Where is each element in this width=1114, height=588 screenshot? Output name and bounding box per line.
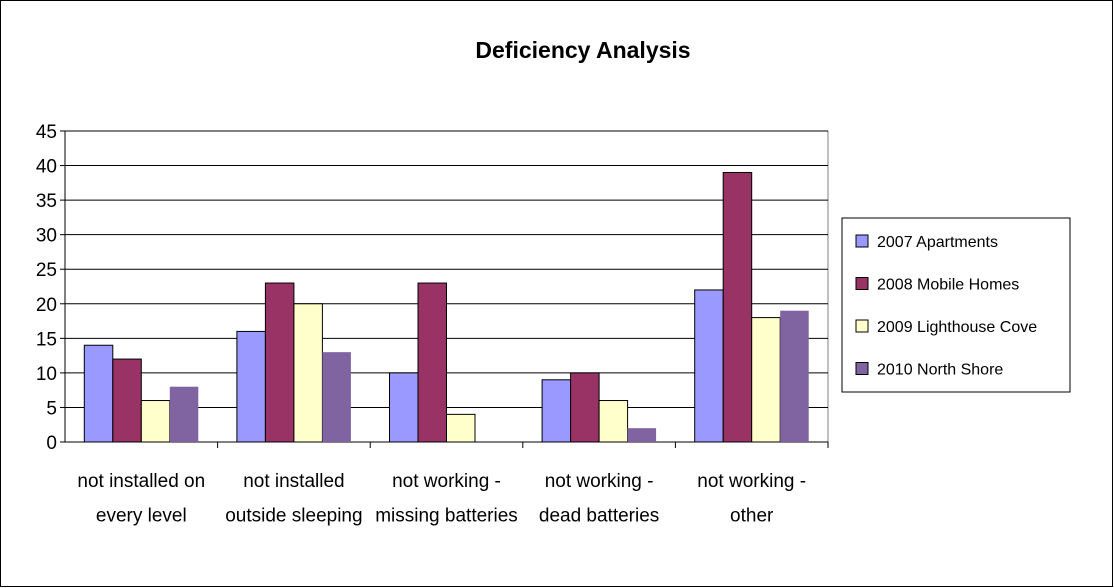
y-tick-label: 5	[46, 398, 57, 419]
y-tick-label: 20	[36, 295, 57, 316]
bar	[598, 400, 629, 443]
bar	[751, 317, 781, 443]
bar	[694, 289, 724, 443]
legend-label: 2009 Lighthouse Cove	[877, 319, 1037, 336]
y-tick-label: 30	[36, 226, 57, 247]
legend-swatch	[855, 319, 869, 333]
bar	[236, 330, 266, 443]
y-tick-label: 10	[36, 364, 57, 385]
bar	[389, 372, 419, 443]
x-tick-label: not installed on every level	[77, 471, 205, 527]
x-tick-label: not installed outside sleeping	[225, 471, 362, 527]
y-tick-label: 45	[36, 122, 57, 143]
legend-swatch	[855, 362, 869, 375]
bar	[627, 428, 657, 442]
bar	[112, 358, 142, 443]
bar	[264, 282, 295, 443]
chart-title: Deficiency Analysis	[475, 37, 690, 63]
bar	[417, 282, 447, 443]
legend-box	[841, 217, 1071, 393]
bar	[780, 310, 809, 442]
legend-label: 2008 Mobile Homes	[877, 277, 1019, 294]
x-tick-label: not working -other	[697, 471, 806, 527]
bar	[169, 386, 199, 442]
x-tick-label: not working -missing batteries	[375, 471, 518, 527]
bar	[541, 379, 572, 443]
legend-label: 2007 Apartments	[877, 234, 998, 251]
y-tick-label: 35	[36, 191, 57, 212]
y-tick-label: 25	[36, 260, 57, 281]
bar	[446, 413, 476, 443]
bar	[140, 400, 171, 443]
legend-swatch	[855, 234, 869, 248]
bar	[293, 303, 323, 443]
legend-swatch	[855, 277, 869, 290]
x-tick-label: not working -dead batteries	[539, 471, 659, 527]
legend-label: 2010 North Shore	[877, 362, 1003, 379]
bar	[570, 372, 600, 443]
y-tick-label: 40	[36, 157, 57, 178]
y-tick-label: 15	[36, 329, 57, 350]
y-tick-label: 0	[46, 433, 57, 454]
bar	[722, 171, 753, 443]
bar	[83, 344, 114, 443]
bar	[322, 352, 351, 442]
